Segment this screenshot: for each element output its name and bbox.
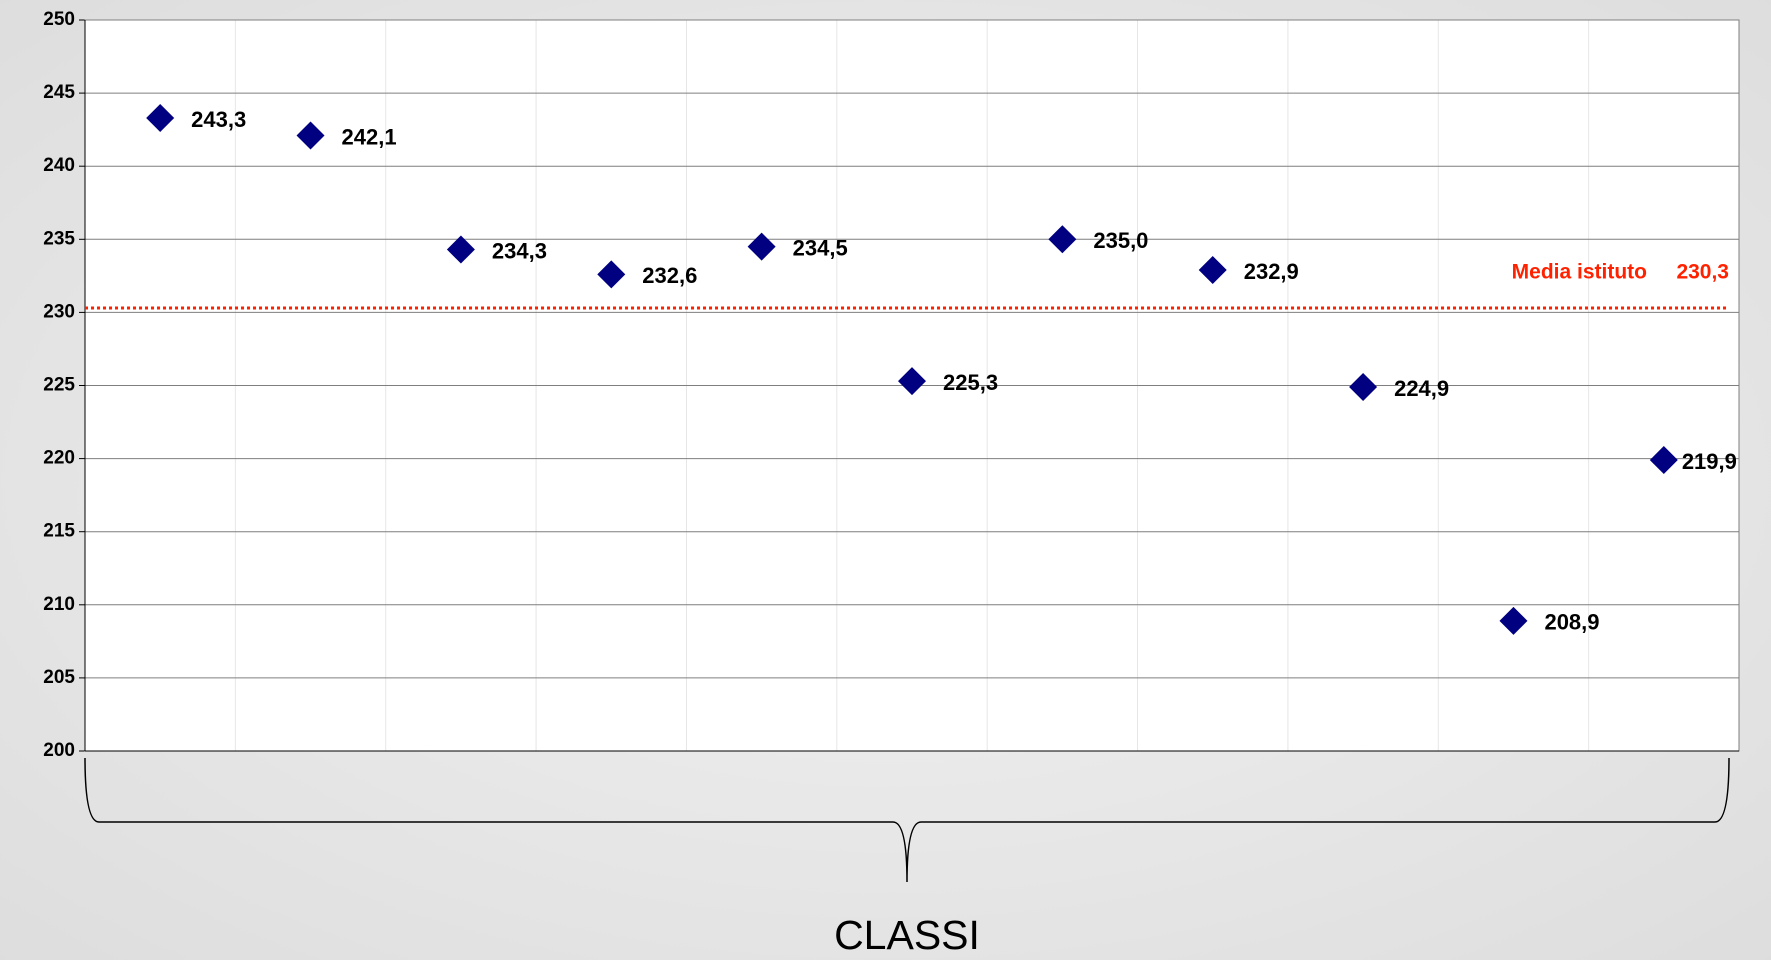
brace xyxy=(84,757,1730,883)
point xyxy=(1198,256,1227,285)
reference-label: Media istituto xyxy=(1512,261,1647,284)
point xyxy=(1649,446,1678,475)
y-tick-label: 210 xyxy=(43,594,75,615)
data-label: 208,9 xyxy=(1544,610,1599,635)
point xyxy=(597,260,626,289)
y-tick-label: 200 xyxy=(43,740,75,761)
data-label: 235,0 xyxy=(1093,228,1148,253)
data-label: 243,3 xyxy=(191,107,246,132)
data-label: 234,5 xyxy=(793,235,848,260)
data-label: 219,9 xyxy=(1682,449,1737,474)
point xyxy=(146,103,175,132)
data-label: 232,9 xyxy=(1244,259,1299,284)
point xyxy=(747,232,776,261)
point xyxy=(446,235,475,264)
y-tick-label: 245 xyxy=(43,82,75,103)
y-tick-label: 235 xyxy=(43,228,75,249)
point xyxy=(1349,372,1378,401)
x-axis-label: CLASSI xyxy=(834,912,980,958)
data-label: 232,6 xyxy=(642,263,697,288)
point xyxy=(898,367,926,396)
y-tick-label: 230 xyxy=(43,301,75,322)
point xyxy=(1499,606,1528,635)
y-tick-label: 240 xyxy=(43,155,75,176)
data-label: 224,9 xyxy=(1394,376,1449,401)
data-label: 225,3 xyxy=(943,370,998,395)
point xyxy=(296,121,325,150)
point xyxy=(1048,225,1077,254)
data-label: 242,1 xyxy=(342,124,397,149)
y-tick-label: 250 xyxy=(43,9,75,30)
data-label: 234,3 xyxy=(492,238,547,263)
y-tick-label: 220 xyxy=(43,448,75,469)
y-tick-label: 215 xyxy=(43,521,75,542)
reference-value-label: 230,3 xyxy=(1676,261,1729,284)
y-tick-label: 205 xyxy=(43,667,75,688)
y-tick-label: 225 xyxy=(43,375,75,396)
